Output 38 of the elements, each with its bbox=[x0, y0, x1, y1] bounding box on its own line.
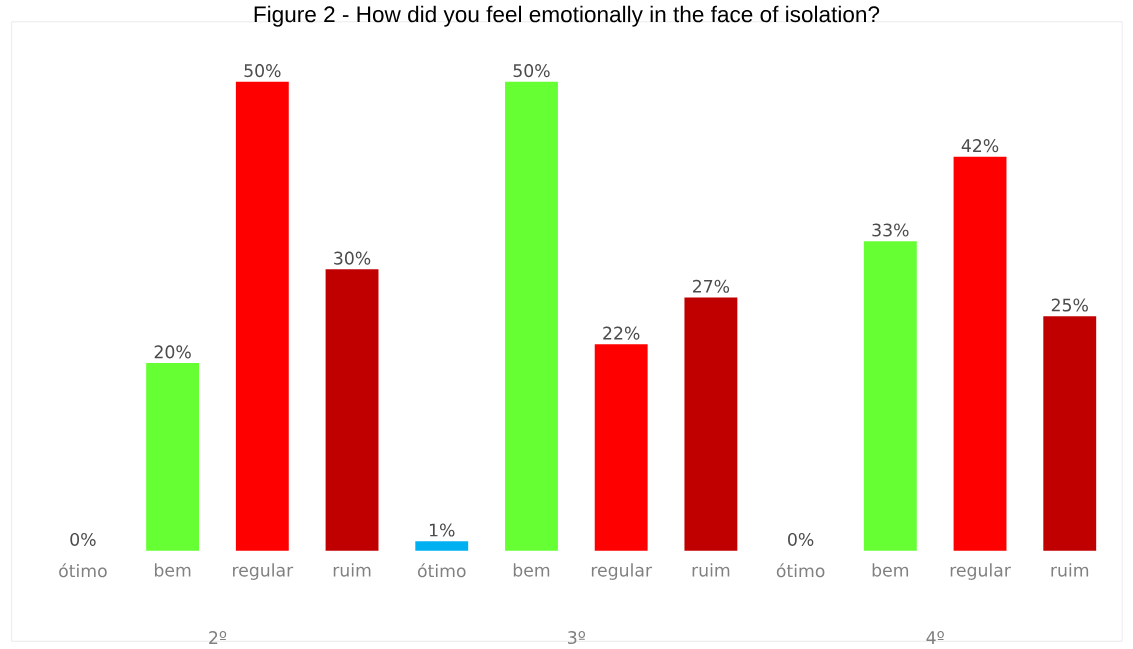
x-tick-label: ruim bbox=[1051, 563, 1089, 577]
bar bbox=[325, 269, 379, 551]
x-tick-label: regular bbox=[591, 563, 653, 580]
x-tick-label: bem bbox=[872, 563, 909, 577]
text: 3º bbox=[568, 630, 586, 644]
bar bbox=[415, 541, 469, 551]
x-tick-label: ótimo bbox=[776, 563, 825, 578]
text: 2º bbox=[209, 631, 227, 644]
chart-title: Figure 2 - How did you feel emotionally in the face of isolation? bbox=[254, 5, 880, 27]
data-label: 22% bbox=[603, 326, 640, 340]
data-label: 50% bbox=[244, 64, 281, 78]
x-tick-label: ruim bbox=[692, 563, 730, 577]
x-tick-label: regular bbox=[950, 563, 1011, 580]
x-tick-label: ruim bbox=[333, 563, 371, 577]
bar bbox=[505, 81, 558, 551]
bar bbox=[684, 297, 738, 551]
x-tick-label: bem bbox=[513, 563, 550, 577]
data-label: 20% bbox=[154, 345, 191, 359]
data-label: 30% bbox=[334, 251, 371, 265]
bar bbox=[235, 81, 289, 551]
data-label: 1% bbox=[429, 523, 455, 537]
x-tick-label: ótimo bbox=[59, 563, 107, 578]
x-tick-label: ótimo bbox=[417, 563, 466, 578]
x-tick-label: regular bbox=[233, 563, 294, 580]
data-label: 0% bbox=[788, 532, 814, 546]
bar bbox=[594, 344, 648, 551]
data-label: 50% bbox=[513, 64, 550, 78]
bar bbox=[953, 156, 1007, 551]
bar bbox=[1043, 316, 1097, 551]
data-label: 25% bbox=[1051, 298, 1088, 312]
bar bbox=[863, 241, 917, 551]
bar bbox=[146, 363, 200, 551]
text: 4º bbox=[926, 631, 944, 644]
data-label: 33% bbox=[872, 223, 909, 237]
data-label: 42% bbox=[961, 139, 999, 153]
x-tick-label: bem bbox=[154, 563, 191, 577]
data-label: 27% bbox=[692, 279, 730, 293]
data-label: 0% bbox=[70, 532, 96, 546]
